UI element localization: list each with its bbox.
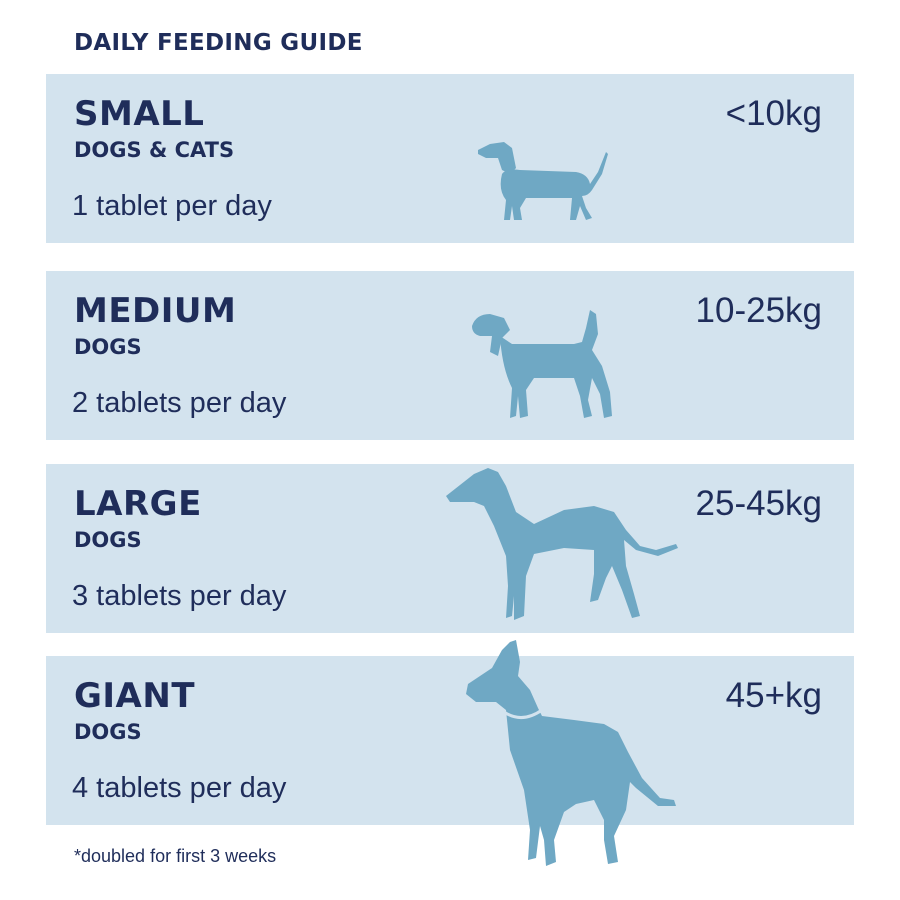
footnote: *doubled for first 3 weeks: [74, 846, 277, 866]
dose-text: 4 tablets per day: [72, 772, 287, 804]
row-large: LARGE DOGS 3 tablets per day 25-45kg: [46, 464, 854, 633]
weight-range: <10kg: [725, 94, 822, 133]
dose-text: 2 tablets per day: [72, 387, 287, 419]
size-label: SMALL: [74, 94, 205, 134]
size-subtitle: DOGS: [74, 720, 142, 744]
size-label: MEDIUM: [74, 291, 237, 331]
beagle-icon: [472, 310, 612, 418]
weight-range: 25-45kg: [695, 484, 822, 523]
size-subtitle: DOGS & CATS: [74, 138, 235, 162]
dose-text: 1 tablet per day: [72, 190, 272, 222]
great-dane-icon: [466, 640, 676, 866]
row-medium: MEDIUM DOGS 2 tablets per day 10-25kg: [46, 271, 854, 440]
weight-range: 45+kg: [725, 676, 822, 715]
size-label: LARGE: [74, 484, 202, 524]
row-small: SMALL DOGS & CATS 1 tablet per day <10kg: [46, 74, 854, 243]
page-title: DAILY FEEDING GUIDE: [74, 30, 363, 56]
greyhound-icon: [446, 468, 678, 620]
weight-range: 10-25kg: [695, 291, 822, 330]
size-label: GIANT: [74, 676, 196, 716]
size-subtitle: DOGS: [74, 335, 142, 359]
dachshund-icon: [478, 142, 608, 220]
size-subtitle: DOGS: [74, 528, 142, 552]
dose-text: 3 tablets per day: [72, 580, 287, 612]
row-giant: GIANT DOGS 4 tablets per day 45+kg: [46, 656, 854, 825]
